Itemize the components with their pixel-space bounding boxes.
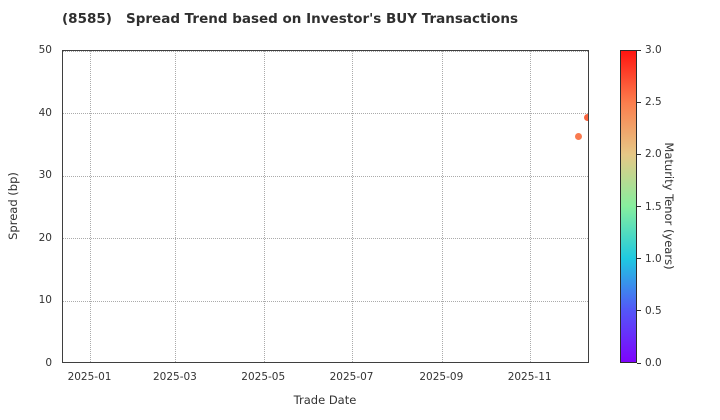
x-tick-label: 2025-05 xyxy=(241,371,286,383)
y-gridline xyxy=(63,300,588,302)
colorbar-tick xyxy=(637,101,641,103)
colorbar-tick xyxy=(637,153,641,155)
colorbar-tick xyxy=(637,206,641,207)
colorbar-tick-label: 1.5 xyxy=(645,200,662,213)
x-axis-label: Trade Date xyxy=(293,393,357,407)
y-tick-label: 20 xyxy=(38,231,52,244)
colorbar-tick xyxy=(637,362,641,364)
y-gridline xyxy=(63,175,588,177)
colorbar-label: Maturity Tenor (years) xyxy=(662,142,676,270)
y-tick-label: 30 xyxy=(38,169,52,182)
y-tick-label: 40 xyxy=(38,106,52,119)
x-gridline xyxy=(90,51,91,362)
data-point xyxy=(574,132,582,140)
colorbar-tick xyxy=(637,258,641,260)
colorbar-tick-label: 2.0 xyxy=(645,148,662,161)
x-tick-label: 2025-03 xyxy=(152,371,197,383)
x-tick-label: 2025-09 xyxy=(419,371,464,383)
x-tick-label: 2025-01 xyxy=(67,371,112,383)
colorbar-tick-label: 0.5 xyxy=(645,304,662,317)
y-tick-label: 10 xyxy=(38,294,52,307)
x-gridline xyxy=(352,51,354,362)
y-axis-label: Spread (bp) xyxy=(6,172,20,240)
y-gridline xyxy=(63,238,588,240)
colorbar-tick xyxy=(637,49,641,51)
colorbar-tick-label: 2.5 xyxy=(645,96,662,109)
colorbar xyxy=(620,50,637,363)
colorbar-tick-label: 3.0 xyxy=(645,44,662,56)
plot-area xyxy=(62,50,589,363)
colorbar-tick xyxy=(637,310,641,312)
x-gridline xyxy=(263,51,265,362)
y-gridline xyxy=(63,51,588,52)
x-gridline xyxy=(175,51,177,362)
x-tick-label: 2025-11 xyxy=(507,371,552,383)
x-gridline xyxy=(530,51,532,362)
y-tick-label: 50 xyxy=(38,44,52,56)
x-tick-label: 2025-07 xyxy=(329,371,374,383)
data-point xyxy=(583,114,588,122)
colorbar-tick-label: 1.0 xyxy=(645,252,662,265)
y-gridline xyxy=(63,113,588,115)
chart-title: (8585) Spread Trend based on Investor's … xyxy=(62,11,518,27)
x-gridline xyxy=(441,51,443,362)
colorbar-tick-label: 0.0 xyxy=(645,357,662,369)
y-tick-label: 0 xyxy=(45,357,52,369)
